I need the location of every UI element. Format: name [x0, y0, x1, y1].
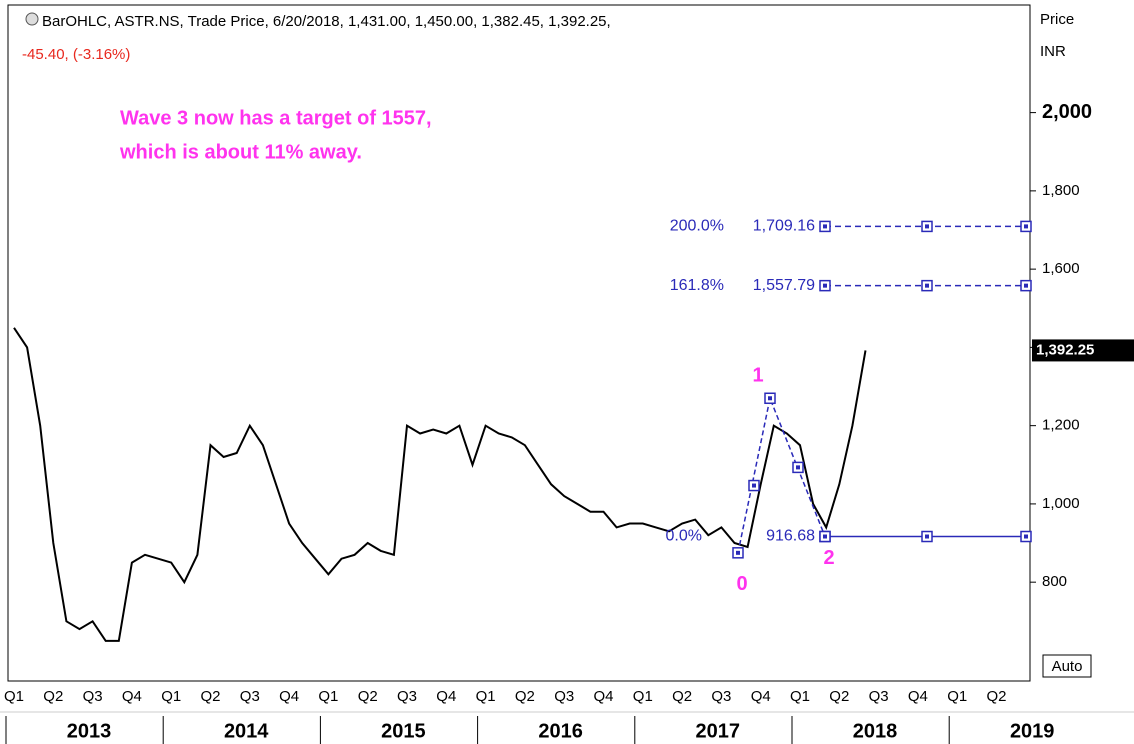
- y-tick-label: 800: [1042, 573, 1067, 590]
- x-tick-label: Q2: [200, 688, 220, 705]
- last-price-label: 1,392.25: [1036, 341, 1094, 358]
- icon: [25, 12, 39, 26]
- wave-line: [737, 395, 826, 553]
- axis-title: Price: [1040, 11, 1074, 28]
- fib-label: 200.0%: [670, 218, 724, 235]
- x-tick-label: Q4: [279, 688, 299, 705]
- x-tick-label: Q4: [593, 688, 613, 705]
- fib-handle-dot: [823, 224, 827, 229]
- wave-handle-dot: [736, 550, 740, 555]
- fib-value: 916.68: [766, 528, 815, 545]
- x-tick-label: Q1: [633, 688, 653, 705]
- y-tick-label: 1,600: [1042, 260, 1080, 277]
- x-tick-label: Q3: [240, 688, 260, 705]
- y-tick-label: 1,000: [1042, 495, 1080, 512]
- year-label: 2019: [1010, 720, 1055, 742]
- fib-handle-dot: [925, 283, 929, 288]
- fib-handle-dot: [1024, 283, 1028, 288]
- x-tick-label: Q1: [476, 688, 496, 705]
- x-tick-label: Q2: [515, 688, 535, 705]
- x-tick-label: Q3: [397, 688, 417, 705]
- year-label: 2017: [696, 720, 741, 742]
- wave-label: 1: [752, 365, 763, 387]
- fib-handle-dot: [1024, 534, 1028, 539]
- auto-button[interactable]: [1042, 654, 1092, 678]
- wave-label: 0: [736, 573, 747, 595]
- year-label: 2018: [853, 720, 898, 742]
- x-tick-label: Q3: [869, 688, 889, 705]
- fib-handle-dot: [823, 283, 827, 288]
- fib-handle-dot: [1024, 224, 1028, 229]
- annotation: Wave 3 now has a target of 1557,: [120, 107, 432, 129]
- wave-handle-dot: [752, 483, 756, 488]
- plot-frame: [7, 4, 1031, 682]
- x-tick-label: Q1: [4, 688, 24, 705]
- last-price-tag: [1032, 339, 1134, 362]
- x-tick-label: Q2: [829, 688, 849, 705]
- x-tick-label: Q4: [908, 688, 928, 705]
- price-line: [13, 327, 867, 642]
- fib-handle-dot: [925, 534, 929, 539]
- fib-label: 0.0%: [666, 528, 702, 545]
- x-tick-label: Q3: [554, 688, 574, 705]
- year-label: 2016: [538, 720, 583, 742]
- x-tick-label: Q2: [986, 688, 1006, 705]
- year-label: 2013: [67, 720, 112, 742]
- x-tick-label: Q4: [436, 688, 456, 705]
- x-tick-label: Q2: [43, 688, 63, 705]
- x-tick-label: Q1: [790, 688, 810, 705]
- x-tick-label: Q2: [672, 688, 692, 705]
- wave-label: 2: [823, 547, 834, 569]
- x-tick-label: Q1: [318, 688, 338, 705]
- x-tick-label: Q4: [751, 688, 771, 705]
- annotation: which is about 11% away.: [119, 141, 362, 163]
- wave-handle-dot: [823, 534, 827, 539]
- x-tick-label: Q1: [161, 688, 181, 705]
- x-tick-label: Q3: [711, 688, 731, 705]
- fib-handle-dot: [925, 224, 929, 229]
- y-tick-label: 1,800: [1042, 182, 1080, 199]
- y-tick-label: 1,200: [1042, 417, 1080, 434]
- fib-label: 161.8%: [670, 277, 724, 294]
- y-tick-label: 2,000: [1042, 101, 1092, 123]
- year-label: 2014: [224, 720, 269, 742]
- auto-label[interactable]: Auto: [1052, 658, 1083, 675]
- axis-unit: INR: [1040, 43, 1066, 60]
- fib-value: 1,557.79: [753, 277, 815, 294]
- fib-value: 1,709.16: [753, 218, 815, 235]
- header: BarOHLC, ASTR.NS, Trade Price, 6/20/2018…: [42, 13, 611, 30]
- wave-handle-dot: [768, 396, 772, 401]
- header-change: -45.40, (-3.16%): [22, 46, 130, 63]
- x-tick-label: Q1: [947, 688, 967, 705]
- x-tick-label: Q4: [122, 688, 142, 705]
- wave-handle-dot: [796, 465, 800, 470]
- year-label: 2015: [381, 720, 426, 742]
- x-tick-label: Q2: [358, 688, 378, 705]
- x-tick-label: Q3: [83, 688, 103, 705]
